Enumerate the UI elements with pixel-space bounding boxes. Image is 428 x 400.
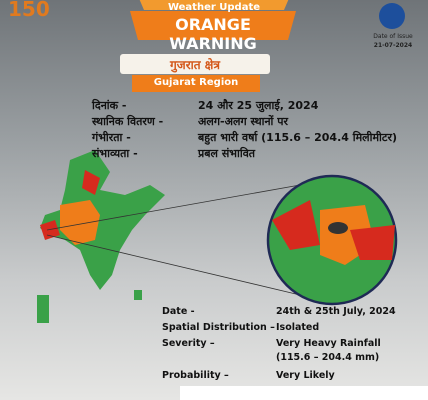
issue-date: 21-07-2024 bbox=[373, 42, 413, 49]
cloud-icon bbox=[328, 222, 348, 234]
hindi-value: अलग-अलग स्थानों पर bbox=[198, 115, 288, 128]
english-value: Very Heavy Rainfall bbox=[276, 338, 381, 349]
red-zone bbox=[82, 170, 100, 195]
english-label: Severity – bbox=[162, 338, 215, 349]
issue-label: Date of Issue bbox=[373, 33, 413, 40]
english-value: 24th & 25th July, 2024 bbox=[276, 306, 396, 317]
zoom-line bbox=[46, 184, 301, 231]
zoom-red bbox=[350, 225, 395, 260]
english-value: Isolated bbox=[276, 322, 320, 333]
english-label: Date - bbox=[162, 306, 195, 317]
title: ORANGE WARNING bbox=[169, 15, 257, 53]
region-hindi: गुजरात क्षेत्र bbox=[170, 58, 220, 72]
islands bbox=[134, 290, 142, 300]
hindi-label: दिनांक - bbox=[92, 99, 127, 112]
english-value: Very Likely bbox=[276, 370, 335, 381]
hindi-value: प्रबल संभावित bbox=[198, 147, 256, 160]
english-label: Spatial Distribution – bbox=[162, 322, 275, 333]
islands bbox=[37, 295, 49, 323]
hindi-label: संभाव्यता - bbox=[92, 147, 138, 160]
hindi-value: बहुत भारी वर्षा (115.6 – 204.4 मिलीमीटर) bbox=[198, 131, 397, 144]
zoom-red bbox=[272, 200, 320, 250]
region-box bbox=[120, 54, 270, 74]
orange-zone bbox=[60, 200, 100, 245]
gujarat-zone bbox=[40, 220, 60, 240]
region-en-box bbox=[132, 75, 260, 92]
region-english: Gujarat Region bbox=[153, 77, 239, 88]
hindi-value: 24 और 25 जुलाई, 2024 bbox=[198, 99, 319, 112]
kicker: Weather Update bbox=[167, 2, 261, 13]
imd-logo bbox=[379, 3, 405, 29]
english-value: (115.6 – 204.4 mm) bbox=[276, 352, 380, 363]
hindi-label: स्थानिक वितरण - bbox=[92, 115, 164, 128]
zoom-line bbox=[46, 234, 301, 296]
footer bbox=[180, 386, 428, 400]
logo-number: 150 bbox=[8, 0, 50, 21]
hindi-label: गंभीरता - bbox=[92, 131, 131, 144]
english-label: Probability – bbox=[162, 370, 229, 381]
kicker-ribbon bbox=[139, 0, 289, 10]
title-banner bbox=[130, 11, 296, 40]
